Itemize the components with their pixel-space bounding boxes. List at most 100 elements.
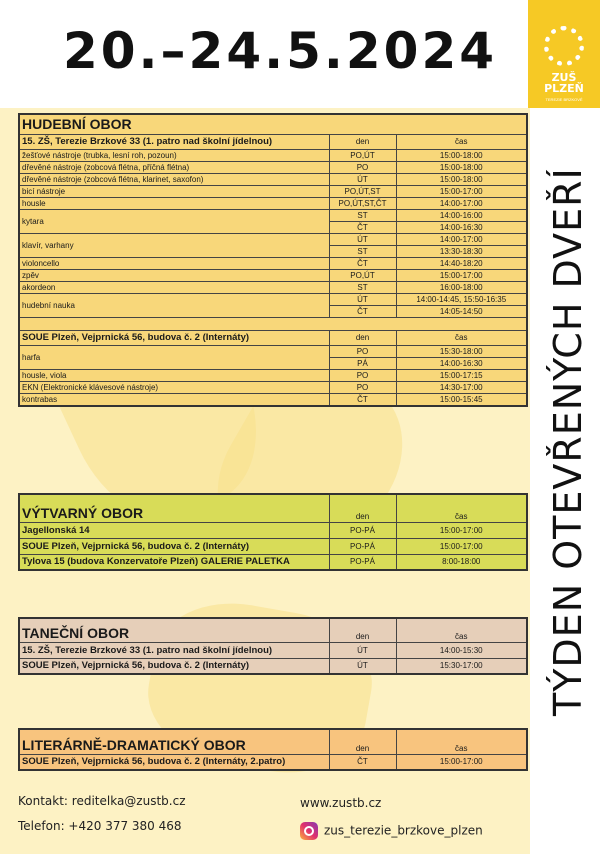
time-cell: 8:00-18:00 [395, 553, 528, 571]
table-row [18, 316, 528, 331]
instrument-name: bicí nástroje [18, 184, 330, 198]
table-row: 15. ZŠ, Terezie Brzkové 33 (1. patro nad… [18, 133, 528, 150]
day-header: den [328, 493, 397, 523]
day-cell: ČT [328, 220, 397, 234]
table-row: SOUE Plzeň, Vejprnická 56, budova č. 2 (… [18, 537, 528, 555]
time-header: čas [395, 728, 528, 755]
table-row: HUDEBNÍ OBOR [18, 113, 528, 135]
time-cell: 15:30-18:00 [395, 344, 528, 358]
table-row: zpěv PO,ÚT 15:00-17:00 [18, 268, 528, 282]
instrument-name: kytara [18, 208, 330, 234]
section-title: HUDEBNÍ OBOR [18, 113, 528, 135]
table-row: SOUE Plzeň, Vejprnická 56, budova č. 2 (… [18, 329, 528, 346]
time-cell: 16:00-18:00 [395, 280, 528, 294]
time-header: čas [395, 493, 528, 523]
day-cell: ČT [328, 753, 397, 771]
tanecni-obor-table: TANEČNÍ OBOR den čas 15. ZŠ, Terezie Brzkov… [18, 617, 528, 675]
table-row: dřevěné nástroje (zobcová flétna, příčná… [18, 160, 528, 174]
section-title: VÝTVARNÝ OBOR [18, 493, 330, 523]
instagram-link[interactable]: zus_terezie_brzkove_plzen [300, 822, 483, 840]
literarne-dramaticky-obor-table: LITERÁRNĚ-DRAMATICKÝ OBOR den čas SOUE Plze… [18, 728, 528, 771]
table-row: TANEČNÍ OBOR den čas [18, 617, 528, 643]
time-cell: 15:00-17:00 [395, 537, 528, 555]
time-header: čas [395, 617, 528, 643]
day-cell: ČT [328, 256, 397, 270]
time-cell: 14:00-15:30 [395, 641, 528, 659]
table-row: klavír, varhany ÚT 14:00-17:00 [18, 232, 528, 258]
instrument-name: violoncello [18, 256, 330, 270]
school-logo: ZUŠ PLZEŇ TEREZIE BRZKOVÉ [528, 0, 600, 108]
instrument-name: dřevěné nástroje (zobcová flétna, klarin… [18, 172, 330, 186]
day-cell: ČT [328, 304, 397, 318]
day-cell: ÚT [328, 232, 397, 246]
section-title: LITERÁRNĚ-DRAMATICKÝ OBOR [18, 728, 330, 755]
time-cell: 15:00-15:45 [395, 392, 528, 406]
instagram-handle: zus_terezie_brzkove_plzen [324, 823, 483, 838]
day-cell: PO-PÁ [328, 537, 397, 555]
instrument-name: kontrabas [18, 392, 330, 406]
day-cell: ÚT [328, 641, 397, 659]
day-cell: PO [328, 160, 397, 174]
table-row: Tylova 15 (budova Konzervatoře Plzeň) GA… [18, 553, 528, 571]
time-cell: 14:00-14:45, 15:50-16:35 [395, 292, 528, 306]
table-row: žešťové nástroje (trubka, lesní roh, poz… [18, 148, 528, 162]
instrument-name: harfa [18, 344, 330, 370]
time-cell: 15:00-17:00 [395, 184, 528, 198]
time-cell: 15:00-17:00 [395, 753, 528, 771]
time-cell: 14:30-17:00 [395, 380, 528, 394]
time-cell: 14:00-16:30 [395, 220, 528, 234]
location-name: SOUE Plzeň, Vejprnická 56, budova č. 2 (… [18, 657, 330, 675]
day-cell: PÁ [328, 356, 397, 370]
table-row: bicí nástroje PO,ÚT,ST 15:00-17:00 [18, 184, 528, 198]
day-cell: PO,ÚT [328, 148, 397, 162]
section-title: TANEČNÍ OBOR [18, 617, 330, 643]
time-cell: 14:40-18:20 [395, 256, 528, 270]
time-cell: 14:00-17:00 [395, 196, 528, 210]
time-cell: 14:05-14:50 [395, 304, 528, 318]
day-header: den [328, 133, 397, 150]
instrument-name: zpěv [18, 268, 330, 282]
table-row: VÝTVARNÝ OBOR den čas [18, 493, 528, 523]
day-cell: ÚT [328, 292, 397, 306]
spacer-row [18, 316, 528, 331]
instrument-name: akordeon [18, 280, 330, 294]
table-row: kytara ST 14:00-16:00 [18, 208, 528, 234]
hudebni-obor-table: HUDEBNÍ OBOR 15. ZŠ, Terezie Brzkové 33 (… [18, 113, 528, 407]
table-row: housle PO,ÚT,ST,ČT 14:00-17:00 [18, 196, 528, 210]
time-cell: 15:00-17:00 [395, 268, 528, 282]
contact-phone: Telefon: +420 377 380 468 [18, 819, 182, 833]
instrument-name: hudební nauka [18, 292, 330, 318]
day-cell: ST [328, 208, 397, 222]
time-cell: 15:00-18:00 [395, 148, 528, 162]
table-row: EKN (Elektronické klávesové nástroje) PO 1… [18, 380, 528, 394]
time-cell: 15:00-18:00 [395, 160, 528, 174]
day-header: den [328, 617, 397, 643]
table-row: kontrabas ČT 15:00-15:45 [18, 392, 528, 406]
location-name: SOUE Plzeň, Vejprnická 56, budova č. 2 (… [18, 537, 330, 555]
table-row: SOUE Plzeň, Vejprnická 56, budova č. 2 (… [18, 657, 528, 675]
day-cell: PO,ÚT,ST,ČT [328, 196, 397, 210]
table-row: LITERÁRNĚ-DRAMATICKÝ OBOR den čas [18, 728, 528, 755]
day-cell: PO-PÁ [328, 521, 397, 539]
day-cell: PO [328, 344, 397, 358]
time-cell: 15:30-17:00 [395, 657, 528, 675]
day-cell: PO [328, 368, 397, 382]
table-row: housle, viola PO 15:00-17:15 [18, 368, 528, 382]
day-cell: PO-PÁ [328, 553, 397, 571]
time-cell: 15:00-17:00 [395, 521, 528, 539]
day-cell: ÚT [328, 172, 397, 186]
time-cell: 14:00-17:00 [395, 232, 528, 246]
time-cell: 13:30-18:30 [395, 244, 528, 258]
day-header: den [328, 728, 397, 755]
day-cell: PO,ÚT [328, 268, 397, 282]
location-name: Jagellonská 14 [18, 521, 330, 539]
event-date-title: 20.–24.5.2024 [62, 22, 498, 80]
website-link[interactable]: www.zustb.cz [300, 796, 382, 810]
time-cell: 15:00-18:00 [395, 172, 528, 186]
location-name: 15. ZŠ, Terezie Brzkové 33 (1. patro nad… [18, 641, 330, 659]
time-header: čas [395, 329, 528, 346]
day-cell: ST [328, 244, 397, 258]
table-row: SOUE Plzeň, Vejprnická 56, budova č. 2 (… [18, 753, 528, 771]
day-cell: ÚT [328, 657, 397, 675]
time-cell: 15:00-17:15 [395, 368, 528, 382]
